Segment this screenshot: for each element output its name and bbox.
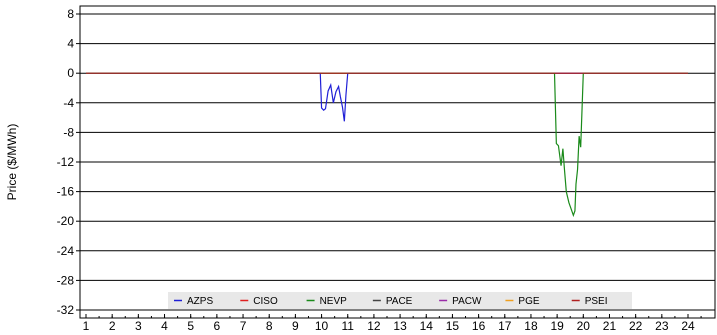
x-tick-label: 2 <box>109 319 116 333</box>
x-tick-label: 20 <box>577 319 591 333</box>
y-tick-label: 8 <box>67 7 74 21</box>
y-tick-label: 4 <box>67 37 74 51</box>
grid-lines <box>80 13 715 311</box>
y-tick-label: -12 <box>57 155 75 169</box>
x-tick-label: 7 <box>240 319 247 333</box>
x-tick-label: 5 <box>187 319 194 333</box>
x-tick-label: 24 <box>681 319 695 333</box>
y-tick-label: -24 <box>57 244 75 258</box>
x-tick-label: 11 <box>342 319 355 333</box>
axes <box>76 5 716 319</box>
y-tick-label: -20 <box>57 214 75 228</box>
y-tick-labels: 8 4 0 -4 -8 -12 -16 -20 -24 -28 -32 <box>57 7 75 317</box>
x-tick-label: 14 <box>420 319 434 333</box>
legend: AZPS CISO NEVP PACE PACW PGE PSEI <box>168 292 632 309</box>
legend-label-nevp: NEVP <box>320 296 348 307</box>
x-tick-label: 4 <box>161 319 168 333</box>
x-tick-label: 23 <box>655 319 669 333</box>
x-tick-label: 8 <box>266 319 273 333</box>
x-tick-label: 22 <box>629 319 643 333</box>
x-tick-label: 21 <box>603 319 617 333</box>
legend-label-pacw: PACW <box>452 296 482 307</box>
series-line-azps <box>86 72 688 122</box>
series-line-nevp <box>86 72 688 218</box>
x-tick-label: 19 <box>550 319 564 333</box>
x-tick-label: 16 <box>472 319 486 333</box>
x-tick-labels: 1 2 3 4 5 6 7 8 9 10 11 12 13 14 15 16 17 18 19 20 21 22 23 24 <box>83 319 695 333</box>
y-tick-label: -8 <box>63 125 74 139</box>
legend-label-pace: PACE <box>386 296 413 307</box>
y-tick-label: -32 <box>57 303 75 317</box>
x-tick-label: 18 <box>524 319 538 333</box>
x-tick-label: 3 <box>135 319 142 333</box>
y-tick-label: -28 <box>57 273 75 287</box>
y-tick-label: 0 <box>67 66 74 80</box>
legend-label-pge: PGE <box>518 296 539 307</box>
x-tick-label: 13 <box>393 319 407 333</box>
y-tick-label: -16 <box>57 185 75 199</box>
legend-box <box>168 292 632 309</box>
x-tick-label: 17 <box>498 319 512 333</box>
legend-label-azps: AZPS <box>187 296 213 307</box>
x-tick-label: 10 <box>315 319 329 333</box>
y-axis-label: Price ($/MWh) <box>5 124 19 201</box>
x-tick-label: 1 <box>83 319 90 333</box>
x-tick-label: 15 <box>446 319 460 333</box>
x-tick-label: 9 <box>292 319 299 333</box>
legend-label-ciso: CISO <box>253 296 278 307</box>
x-tick-label: 6 <box>214 319 221 333</box>
y-tick-label: -4 <box>63 96 74 110</box>
series-layer <box>86 72 688 218</box>
x-tick-label: 12 <box>367 319 381 333</box>
legend-label-psei: PSEI <box>585 296 608 307</box>
